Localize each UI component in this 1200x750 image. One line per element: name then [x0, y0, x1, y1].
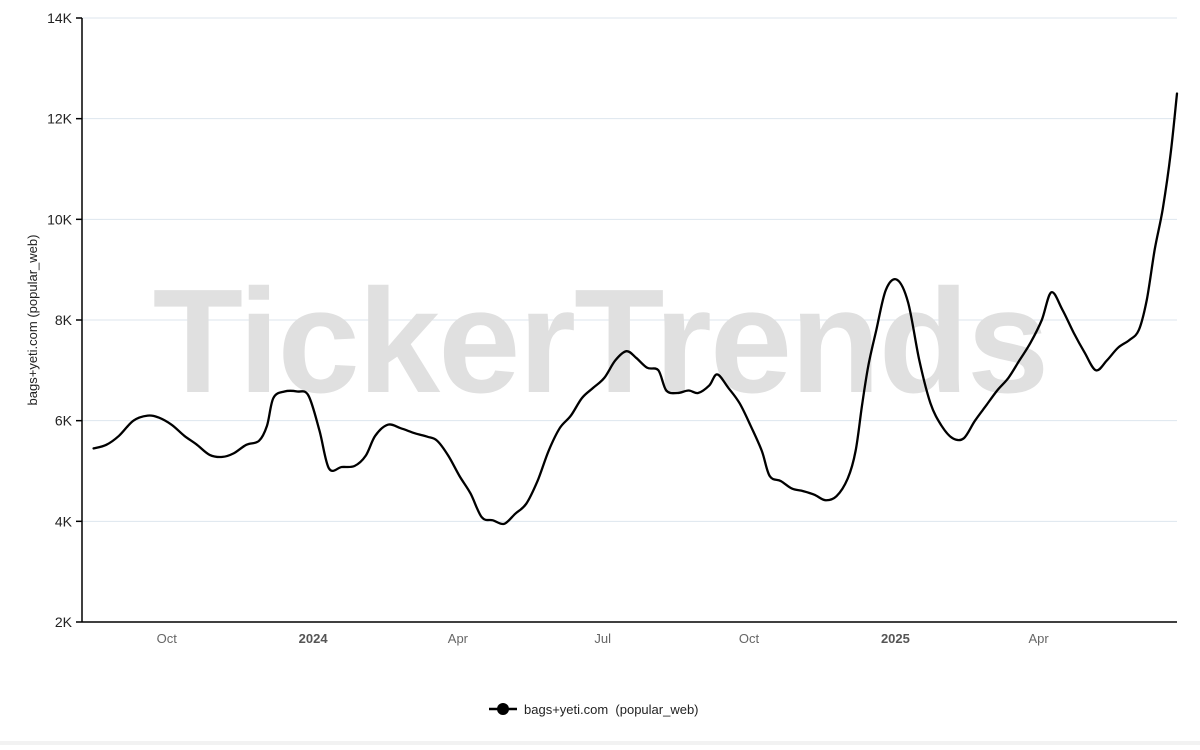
x-tick-label: 2025	[881, 631, 910, 646]
x-tick-label: Oct	[157, 631, 178, 646]
y-tick-label: 4K	[55, 513, 73, 529]
gridlines	[82, 17, 1177, 522]
x-tick-label: Apr	[1028, 631, 1049, 646]
legend[interactable]: bags+yeti.com (popular_web)	[489, 702, 699, 717]
series-line	[92, 92, 1179, 526]
x-tick-label: 2024	[299, 631, 329, 646]
legend-label: bags+yeti.com (popular_web)	[524, 702, 699, 717]
x-tick-label: Apr	[448, 631, 469, 646]
y-tick-label: 6K	[55, 413, 73, 429]
x-tick-label: Oct	[739, 631, 760, 646]
y-axis-ticks: 2K 4K 6K 8K 10K 12K 14K	[47, 10, 82, 630]
y-axis-label: bags+yeti.com (popular_web)	[25, 235, 40, 406]
x-tick-label: Jul	[594, 631, 611, 646]
y-tick-label: 14K	[47, 10, 73, 26]
y-tick-label: 2K	[55, 614, 73, 630]
y-tick-label: 8K	[55, 312, 73, 328]
y-tick-label: 10K	[47, 211, 73, 227]
bottom-divider	[0, 741, 1200, 745]
y-tick-label: 12K	[47, 111, 73, 127]
series-lines	[92, 92, 1179, 526]
x-axis-ticks: Oct 2024 Apr Jul Oct 2025 Apr	[157, 631, 1050, 646]
watermark-text: TickerTrends	[153, 259, 1048, 424]
legend-dot-marker	[497, 703, 509, 715]
